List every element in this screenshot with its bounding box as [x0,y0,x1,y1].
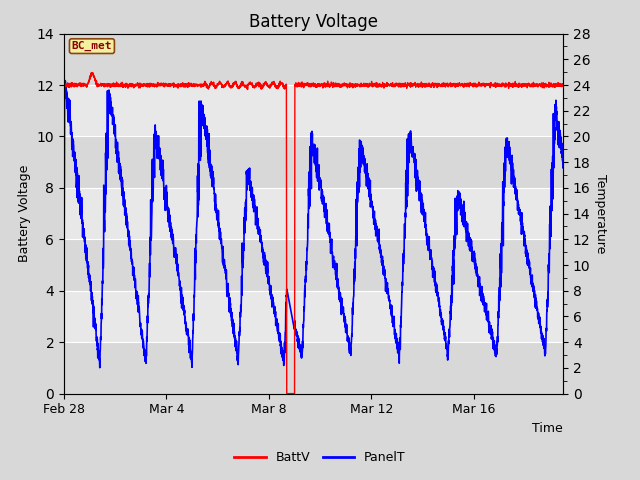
Bar [64,342,563,394]
Bar [64,188,563,240]
Y-axis label: Temperature: Temperature [595,174,607,253]
Bar [64,291,563,342]
Bar [64,85,563,136]
Bar [64,136,563,188]
Legend: BattV, PanelT: BattV, PanelT [229,446,411,469]
Y-axis label: Battery Voltage: Battery Voltage [18,165,31,262]
Text: BC_met: BC_met [72,41,112,51]
Bar [64,34,563,85]
Title: Battery Voltage: Battery Voltage [249,12,378,31]
Bar [64,240,563,291]
X-axis label: Time: Time [532,422,563,435]
